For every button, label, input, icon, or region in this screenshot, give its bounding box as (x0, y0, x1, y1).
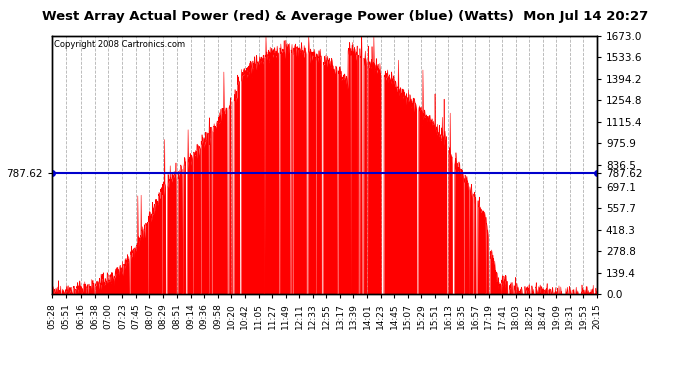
Text: West Array Actual Power (red) & Average Power (blue) (Watts)  Mon Jul 14 20:27: West Array Actual Power (red) & Average … (42, 9, 648, 22)
Text: Copyright 2008 Cartronics.com: Copyright 2008 Cartronics.com (55, 39, 186, 48)
